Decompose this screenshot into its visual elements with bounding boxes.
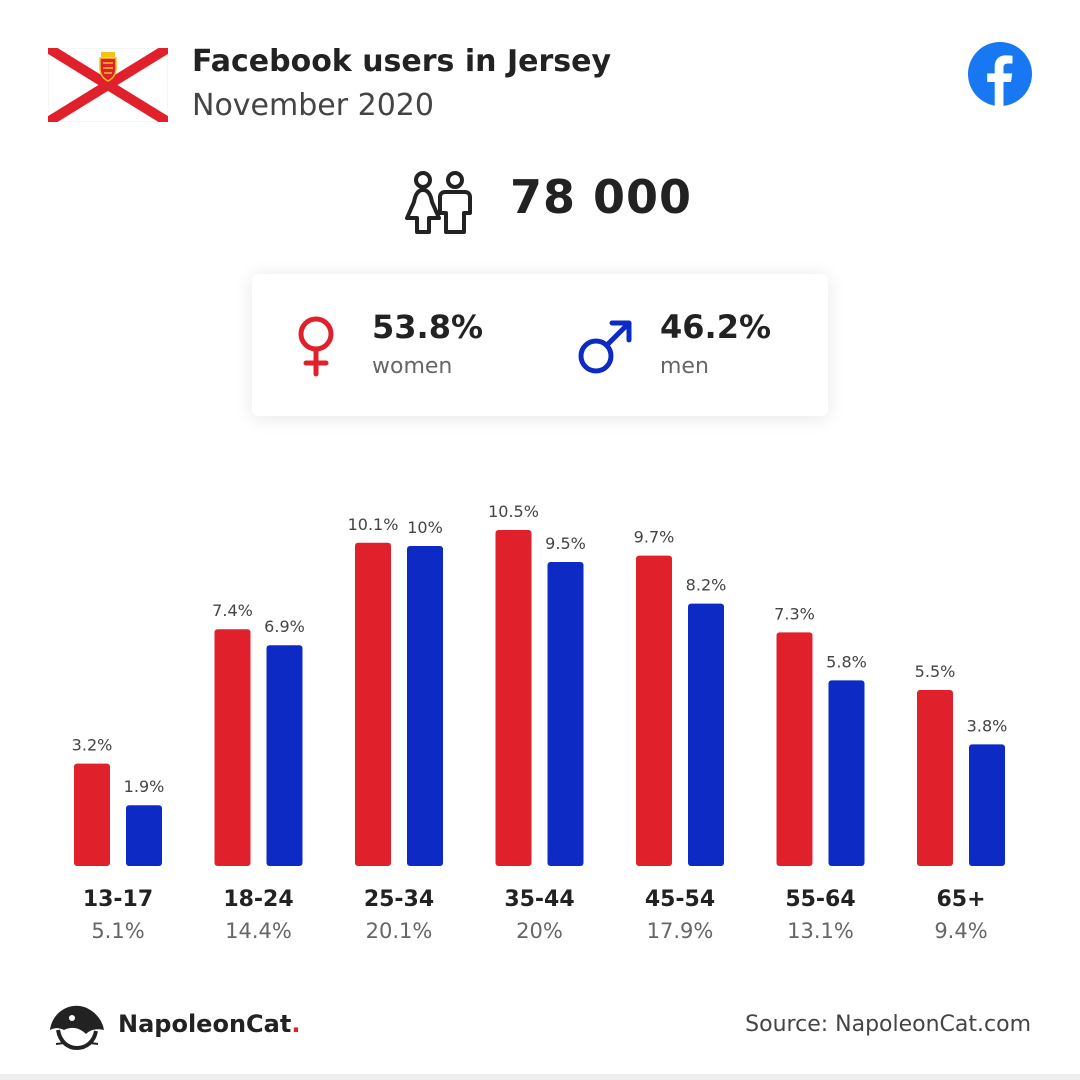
bar-women-13-17 bbox=[74, 763, 110, 866]
page-title: Facebook users in Jersey bbox=[192, 44, 612, 79]
age-gender-bar-chart: 3.2% 1.9% 13-17 5.1% 7.4% 6.9% 18-24 14.4% 10.1%… bbox=[72, 502, 1008, 943]
male-symbol-icon bbox=[576, 318, 634, 380]
bar-women-55-64 bbox=[776, 632, 813, 866]
category-label-55-64: 55-64 bbox=[785, 887, 855, 912]
category-label-18-24: 18-24 bbox=[223, 887, 293, 912]
bar-label-men-45-54: 8.2% bbox=[686, 576, 727, 595]
category-label-13-17: 13-17 bbox=[83, 887, 153, 912]
category-total-65+: 9.4% bbox=[934, 919, 987, 943]
gender-breakdown-card: 53.8% women 46.2% men bbox=[252, 274, 828, 416]
bar-label-men-35-44: 9.5% bbox=[545, 534, 586, 553]
category-total-45-54: 17.9% bbox=[647, 919, 714, 943]
bar-label-women-25-34: 10.1% bbox=[348, 515, 399, 534]
bar-men-18-24 bbox=[266, 645, 303, 866]
bar-men-13-17 bbox=[126, 805, 162, 866]
bar-women-35-44 bbox=[495, 530, 532, 866]
bar-label-men-25-34: 10% bbox=[407, 518, 443, 537]
category-total-55-64: 13.1% bbox=[787, 919, 854, 943]
jersey-flag-icon bbox=[45, 43, 171, 127]
facebook-logo-icon bbox=[968, 42, 1032, 106]
bar-label-women-55-64: 7.3% bbox=[774, 604, 815, 623]
female-symbol-icon bbox=[294, 314, 338, 382]
bar-men-65+ bbox=[969, 744, 1005, 866]
category-label-25-34: 25-34 bbox=[364, 887, 434, 912]
women-percent: 53.8% bbox=[372, 308, 484, 346]
men-label: men bbox=[660, 354, 709, 379]
bar-label-men-65+: 3.8% bbox=[967, 716, 1008, 735]
page-subtitle: November 2020 bbox=[192, 88, 434, 123]
bar-label-women-18-24: 7.4% bbox=[212, 601, 253, 620]
napoleoncat-logo-icon bbox=[46, 1000, 106, 1052]
bar-women-25-34 bbox=[355, 542, 391, 866]
bar-label-men-13-17: 1.9% bbox=[124, 777, 165, 796]
category-total-25-34: 20.1% bbox=[366, 919, 433, 943]
women-label: women bbox=[372, 354, 453, 379]
bar-men-45-54 bbox=[688, 603, 724, 866]
users-icon bbox=[404, 170, 474, 236]
bar-label-men-55-64: 5.8% bbox=[826, 652, 867, 671]
category-total-18-24: 14.4% bbox=[225, 919, 292, 943]
bar-men-35-44 bbox=[547, 562, 584, 866]
bar-men-55-64 bbox=[828, 680, 865, 866]
bar-men-25-34 bbox=[407, 546, 443, 866]
total-users-value: 78 000 bbox=[510, 170, 693, 224]
source-text: Source: NapoleonCat.com bbox=[745, 1012, 1031, 1037]
category-total-13-17: 5.1% bbox=[91, 919, 144, 943]
bar-women-18-24 bbox=[214, 629, 251, 866]
category-label-45-54: 45-54 bbox=[645, 887, 715, 912]
bar-label-women-45-54: 9.7% bbox=[634, 528, 675, 547]
bar-women-45-54 bbox=[636, 555, 672, 866]
bar-label-women-65+: 5.5% bbox=[915, 662, 956, 681]
bar-label-women-13-17: 3.2% bbox=[72, 736, 113, 755]
category-label-35-44: 35-44 bbox=[504, 887, 574, 912]
category-total-35-44: 20% bbox=[516, 919, 563, 943]
men-percent: 46.2% bbox=[660, 308, 772, 346]
bar-women-65+ bbox=[917, 690, 953, 866]
bar-label-women-35-44: 10.5% bbox=[488, 502, 539, 521]
bar-label-men-18-24: 6.9% bbox=[264, 617, 305, 636]
brand-name: NapoleonCat. bbox=[118, 1010, 301, 1038]
category-label-65+: 65+ bbox=[936, 887, 985, 912]
bottom-divider bbox=[0, 1074, 1080, 1080]
